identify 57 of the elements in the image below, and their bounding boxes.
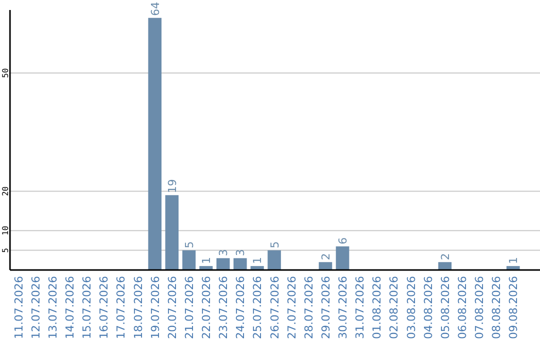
x-tick-label: 16.07.2026 xyxy=(98,276,111,339)
data-label: 1 xyxy=(251,257,264,264)
x-tick-label: 03.08.2026 xyxy=(404,276,418,339)
x-tick-label: 19.07.2026 xyxy=(148,276,162,339)
y-tick-label: 5 xyxy=(1,248,10,253)
x-tick-label: 15.07.2026 xyxy=(80,276,94,339)
data-label: 3 xyxy=(234,249,248,256)
bar xyxy=(182,250,196,270)
bar xyxy=(165,195,179,270)
bar xyxy=(268,250,281,270)
bar xyxy=(216,258,230,270)
x-tick-label: 20.07.2026 xyxy=(166,276,179,339)
data-label: 6 xyxy=(336,237,350,244)
x-tick-label: 22.07.2026 xyxy=(200,276,214,339)
y-tick-label: 10 xyxy=(1,226,10,236)
x-tick-label: 09.08.2026 xyxy=(507,276,520,339)
x-tick-label: 21.07.2026 xyxy=(182,276,196,339)
data-label: 64 xyxy=(148,2,162,16)
x-tick-label: 11.07.2026 xyxy=(12,276,26,339)
x-tick-label: 02.08.2026 xyxy=(388,276,401,339)
y-tick-label: 50 xyxy=(1,68,10,78)
x-tick-label: 05.08.2026 xyxy=(438,276,452,339)
data-label: 1 xyxy=(200,257,214,264)
x-tick-label: 23.07.2026 xyxy=(217,276,230,339)
x-tick-label: 29.07.2026 xyxy=(319,276,332,339)
x-tick-label: 06.08.2026 xyxy=(456,276,469,339)
bar xyxy=(148,18,162,270)
data-label: 2 xyxy=(319,253,332,260)
x-tick-label: 07.08.2026 xyxy=(473,276,486,339)
x-tick-label: 28.07.2026 xyxy=(302,276,316,339)
bar xyxy=(250,266,264,270)
data-label: 5 xyxy=(268,241,282,248)
data-label: 2 xyxy=(438,253,452,260)
x-tick-label: 12.07.2026 xyxy=(29,276,42,339)
x-tick-label: 17.07.2026 xyxy=(114,276,128,339)
bar xyxy=(318,262,332,270)
y-tick-label: 20 xyxy=(1,186,10,196)
x-tick-label: 04.08.2026 xyxy=(422,276,435,339)
data-label: 3 xyxy=(217,249,230,256)
data-label: 19 xyxy=(166,179,179,194)
x-tick-label: 13.07.2026 xyxy=(46,276,60,339)
bar xyxy=(336,246,350,270)
x-tick-label: 01.08.2026 xyxy=(370,276,384,339)
x-tick-label: 08.08.2026 xyxy=(490,276,504,339)
x-tick-label: 30.07.2026 xyxy=(336,276,350,339)
x-tick-label: 26.07.2026 xyxy=(268,276,282,339)
x-tick-label: 18.07.2026 xyxy=(132,276,145,339)
x-tick-label: 25.07.2026 xyxy=(251,276,264,339)
data-label: 5 xyxy=(182,241,196,248)
x-tick-label: 24.07.2026 xyxy=(234,276,248,339)
bar xyxy=(438,262,452,270)
x-tick-label: 27.07.2026 xyxy=(285,276,298,339)
x-tick-label: 14.07.2026 xyxy=(64,276,77,339)
x-tick-label: 31.07.2026 xyxy=(354,276,367,339)
data-label: 1 xyxy=(507,257,520,264)
bar xyxy=(234,258,247,270)
bar xyxy=(506,266,520,270)
